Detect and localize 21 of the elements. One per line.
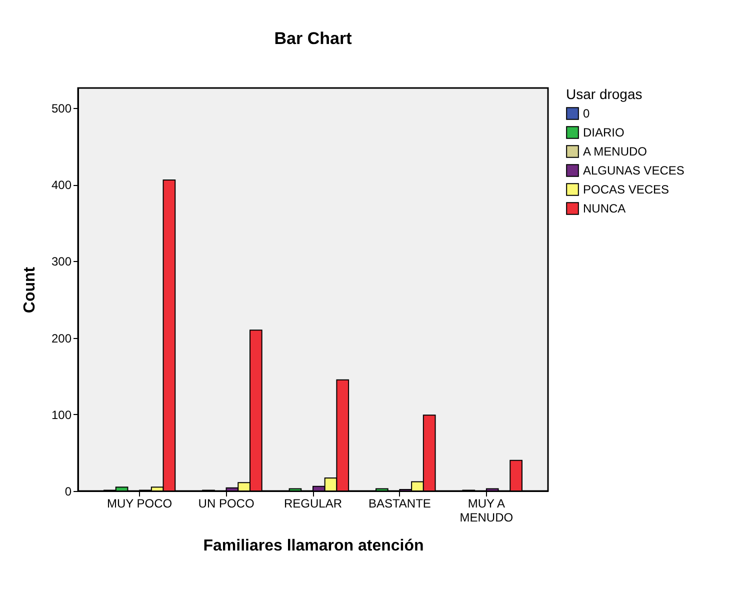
y-tick-label: 400 xyxy=(51,178,72,192)
y-tick-label: 300 xyxy=(51,254,72,269)
legend-label: POCAS VECES xyxy=(583,182,670,196)
chart-title: Bar Chart xyxy=(274,29,352,48)
y-tick-label: 200 xyxy=(51,331,72,346)
x-tick-label: REGULAR xyxy=(284,496,342,510)
y-axis-title: Count xyxy=(21,266,38,314)
legend-title: Usar drogas xyxy=(566,86,642,102)
legend-label: ALGUNAS VECES xyxy=(583,164,684,178)
y-tick-label: 100 xyxy=(51,408,72,422)
x-tick-label: BASTANTE xyxy=(368,496,431,510)
legend-label: A MENUDO xyxy=(583,144,648,158)
legend-label: DIARIO xyxy=(583,126,624,140)
y-tick-label: 0 xyxy=(64,484,72,498)
legend-label: 0 xyxy=(583,106,590,120)
x-tick-label: MUY A MENUDO xyxy=(460,496,514,524)
x-tick-label: MUY POCO xyxy=(107,496,172,510)
legend-label: NUNCA xyxy=(583,202,626,216)
x-tick-label: UN POCO xyxy=(198,496,254,510)
y-tick-label: 500 xyxy=(51,101,72,116)
x-axis-title: Familiares llamaron atención xyxy=(203,538,424,554)
